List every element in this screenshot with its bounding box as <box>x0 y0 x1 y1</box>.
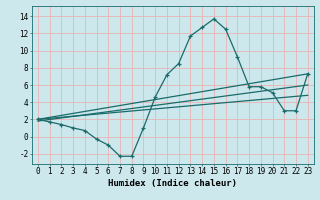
X-axis label: Humidex (Indice chaleur): Humidex (Indice chaleur) <box>108 179 237 188</box>
